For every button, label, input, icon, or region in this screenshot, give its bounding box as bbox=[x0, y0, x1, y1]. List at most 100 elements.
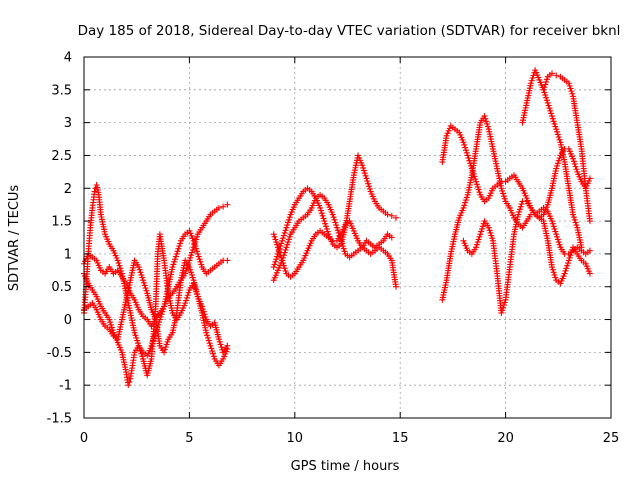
data-point bbox=[199, 303, 206, 310]
data-point bbox=[142, 285, 149, 292]
data-point bbox=[274, 244, 281, 251]
y-tick-label: 3.5 bbox=[51, 83, 72, 98]
data-point bbox=[462, 199, 469, 206]
data-point bbox=[189, 274, 196, 281]
data-point bbox=[360, 164, 367, 171]
data-point bbox=[460, 204, 467, 211]
data-point bbox=[388, 234, 395, 241]
data-point bbox=[192, 239, 199, 246]
data-point bbox=[544, 99, 551, 106]
data-point bbox=[556, 155, 563, 162]
data-point bbox=[481, 113, 488, 120]
data-point bbox=[546, 105, 553, 112]
data-point bbox=[118, 267, 125, 274]
y-tick-label: 1.5 bbox=[51, 215, 72, 230]
y-tick-label: 1 bbox=[64, 247, 72, 262]
data-point bbox=[272, 258, 279, 265]
data-point bbox=[281, 265, 288, 272]
data-point bbox=[140, 279, 147, 286]
data-point bbox=[565, 257, 572, 264]
data-point bbox=[473, 178, 480, 185]
data-point bbox=[586, 218, 593, 225]
data-point bbox=[392, 283, 399, 290]
data-point bbox=[552, 123, 559, 130]
data-point bbox=[170, 261, 177, 268]
data-point bbox=[209, 348, 216, 355]
series-10 bbox=[460, 198, 593, 316]
data-point bbox=[132, 332, 139, 339]
data-point bbox=[161, 349, 168, 356]
data-point bbox=[276, 249, 283, 256]
data-point bbox=[542, 92, 549, 99]
data-point bbox=[329, 211, 336, 218]
data-point bbox=[571, 160, 578, 167]
data-point bbox=[551, 271, 558, 278]
data-point bbox=[284, 241, 291, 248]
data-point bbox=[283, 244, 290, 251]
data-point bbox=[543, 78, 550, 85]
data-point bbox=[143, 287, 150, 294]
data-point bbox=[282, 267, 289, 274]
data-point bbox=[472, 176, 479, 183]
data-point bbox=[488, 232, 495, 239]
data-point bbox=[286, 214, 293, 221]
y-tick-label: -1 bbox=[59, 379, 72, 394]
data-point bbox=[567, 252, 574, 259]
data-point bbox=[498, 309, 505, 316]
data-point bbox=[485, 224, 492, 231]
data-point bbox=[551, 120, 558, 127]
data-point bbox=[202, 313, 209, 320]
data-point bbox=[220, 203, 227, 210]
data-point bbox=[324, 228, 331, 235]
data-point bbox=[322, 223, 329, 230]
data-point bbox=[543, 76, 550, 83]
data-point bbox=[322, 220, 329, 227]
data-point bbox=[366, 185, 373, 192]
data-point bbox=[184, 292, 191, 299]
series-6 bbox=[270, 218, 399, 290]
data-point bbox=[516, 208, 523, 215]
data-point bbox=[224, 257, 231, 264]
data-point bbox=[278, 240, 285, 247]
data-point bbox=[554, 236, 561, 243]
data-points bbox=[81, 67, 593, 389]
data-point bbox=[542, 81, 549, 88]
data-point bbox=[317, 204, 324, 211]
data-point bbox=[286, 233, 293, 240]
data-point bbox=[203, 329, 210, 336]
series-9 bbox=[439, 113, 593, 303]
data-point bbox=[473, 241, 480, 248]
data-point bbox=[550, 223, 557, 230]
data-point bbox=[478, 225, 485, 232]
data-point bbox=[462, 197, 469, 204]
data-point bbox=[218, 344, 225, 351]
data-point bbox=[360, 167, 367, 174]
data-point bbox=[541, 84, 548, 91]
data-point bbox=[334, 227, 341, 234]
data-point bbox=[567, 85, 574, 92]
data-point bbox=[106, 316, 113, 323]
data-point bbox=[193, 236, 200, 243]
data-point bbox=[562, 267, 569, 274]
series-8 bbox=[439, 122, 593, 221]
data-point bbox=[318, 210, 325, 217]
data-point bbox=[365, 180, 372, 187]
data-point bbox=[175, 245, 182, 252]
data-point bbox=[136, 266, 143, 273]
data-point bbox=[363, 175, 370, 182]
data-point bbox=[515, 211, 522, 218]
data-point bbox=[323, 225, 330, 232]
data-point bbox=[475, 236, 482, 243]
data-point bbox=[545, 102, 552, 109]
y-tick-label: -1.5 bbox=[47, 412, 72, 427]
data-point bbox=[540, 86, 547, 93]
data-point bbox=[573, 222, 580, 229]
data-point bbox=[528, 77, 535, 84]
data-point bbox=[500, 304, 507, 311]
data-point bbox=[115, 260, 122, 267]
series-3 bbox=[81, 231, 231, 389]
x-tick-labels: 0 5 10 15 20 25 bbox=[80, 431, 619, 446]
data-point bbox=[489, 235, 496, 242]
data-point bbox=[282, 227, 289, 234]
